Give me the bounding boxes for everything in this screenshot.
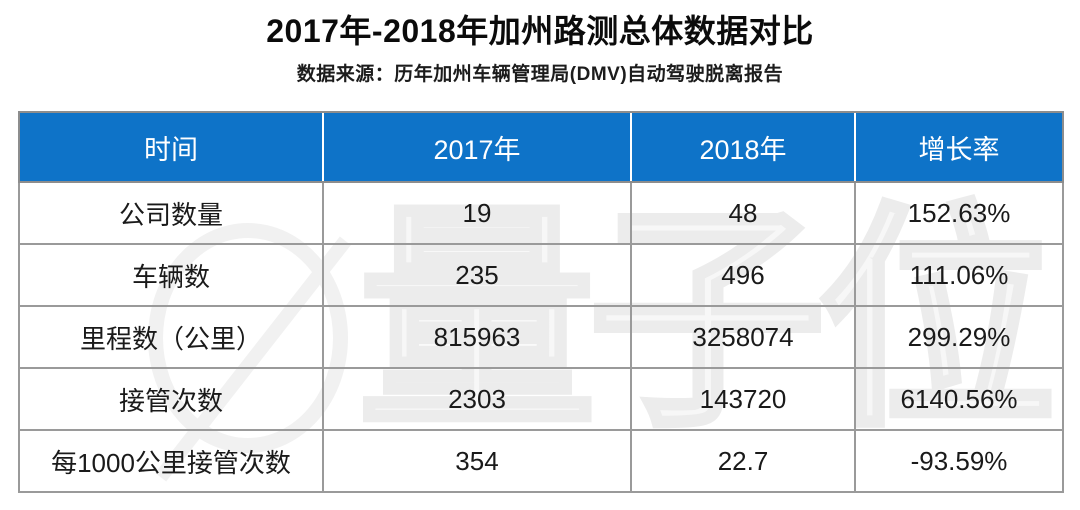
value-2017: 19 [322,181,632,245]
value-2018: 496 [630,243,856,307]
row-label: 接管次数 [18,367,324,431]
value-2018: 22.7 [630,429,856,493]
value-growth: 152.63% [854,181,1064,245]
table-row: 每1000公里接管次数 354 22.7 -93.59% [18,429,1064,493]
header-cell-2017: 2017年 [322,111,631,183]
comparison-table: 时间 2017年 2018年 增长率 公司数量 19 48 152.63% 车辆… [18,111,1064,493]
page-subtitle: 数据来源：历年加州车辆管理局(DMV)自动驾驶脱离报告 [296,63,784,85]
table-row: 接管次数 2303 143720 6140.56% [18,367,1064,431]
value-growth: 111.06% [854,243,1064,307]
value-2017: 235 [322,243,632,307]
header-cell-growth: 增长率 [854,111,1064,183]
table-header: 时间 2017年 2018年 增长率 [18,111,1064,183]
value-2017: 2303 [322,367,632,431]
row-label: 每1000公里接管次数 [18,429,324,493]
row-label: 里程数（公里） [18,305,324,369]
header-row: 时间 2017年 2018年 增长率 [18,111,1064,183]
value-2017: 354 [322,429,632,493]
row-label: 车辆数 [18,243,324,307]
value-2017: 815963 [322,305,632,369]
table-row: 公司数量 19 48 152.63% [18,181,1064,245]
header-cell-time: 时间 [18,111,323,183]
table-row: 车辆数 235 496 111.06% [18,243,1064,307]
data-table-region: 量子位 时间 2017年 2018年 增长率 公司数量 19 [18,111,1064,496]
table-body: 公司数量 19 48 152.63% 车辆数 235 496 111.06% 里… [18,181,1064,493]
table-row: 里程数（公里） 815963 3258074 299.29% [18,305,1064,369]
page-title: 2017年-2018年加州路测总体数据对比 [266,13,814,49]
value-2018: 143720 [630,367,856,431]
value-growth: 299.29% [854,305,1064,369]
value-growth: 6140.56% [854,367,1064,431]
value-2018: 48 [630,181,856,245]
value-growth: -93.59% [854,429,1064,493]
header-cell-2018: 2018年 [630,111,855,183]
value-2018: 3258074 [630,305,856,369]
row-label: 公司数量 [18,181,324,245]
